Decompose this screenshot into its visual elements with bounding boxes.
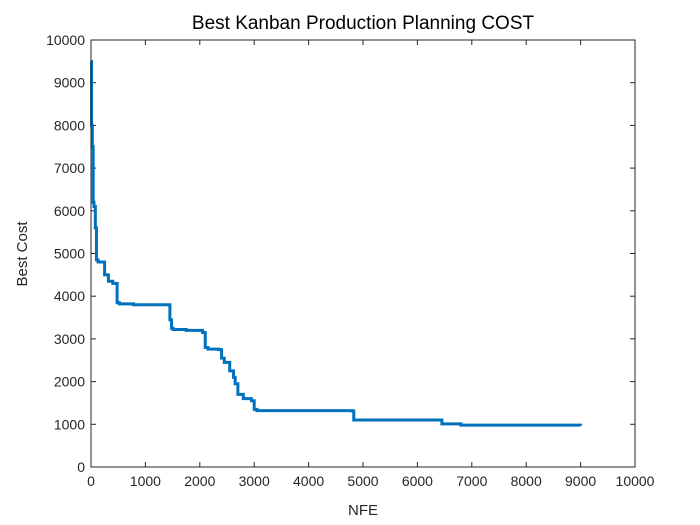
- best-cost-line: [90, 59, 583, 427]
- y-tick-label: 0: [77, 459, 85, 475]
- y-axis-label: Best Cost: [14, 221, 31, 287]
- x-tick-label: 6000: [402, 473, 433, 489]
- series-group: [90, 59, 583, 427]
- x-tick-label: 3000: [239, 473, 270, 489]
- y-tick-label: 7000: [54, 160, 85, 176]
- y-tick-label: 5000: [54, 246, 85, 262]
- x-tick-label: 5000: [347, 473, 378, 489]
- y-tick-label: 9000: [54, 75, 85, 91]
- y-tick-label: 1000: [54, 416, 85, 432]
- x-tick-label: 1000: [130, 473, 161, 489]
- y-tick-label: 4000: [54, 288, 85, 304]
- y-tick-label: 2000: [54, 374, 85, 390]
- x-axis-label: NFE: [348, 502, 378, 519]
- plot-area-frame: [90, 39, 636, 468]
- chart-title: Best Kanban Production Planning COST: [192, 13, 535, 34]
- x-tick-label: 0: [87, 473, 95, 489]
- y-tick-label: 6000: [54, 203, 85, 219]
- x-tick-label: 8000: [511, 473, 542, 489]
- x-tick-label: 9000: [565, 473, 596, 489]
- x-tick-label: 7000: [456, 473, 487, 489]
- y-tick-label: 8000: [54, 117, 85, 133]
- y-tick-label: 3000: [54, 331, 85, 347]
- x-tick-label: 10000: [616, 473, 655, 489]
- axis-tick-labels: 0 1000 2000 3000 4000 5000 6000 7000 8000 9000 100…: [46, 32, 655, 489]
- y-tick-label: 10000: [46, 32, 85, 48]
- x-tick-label: 2000: [184, 473, 215, 489]
- x-tick-label: 4000: [293, 473, 324, 489]
